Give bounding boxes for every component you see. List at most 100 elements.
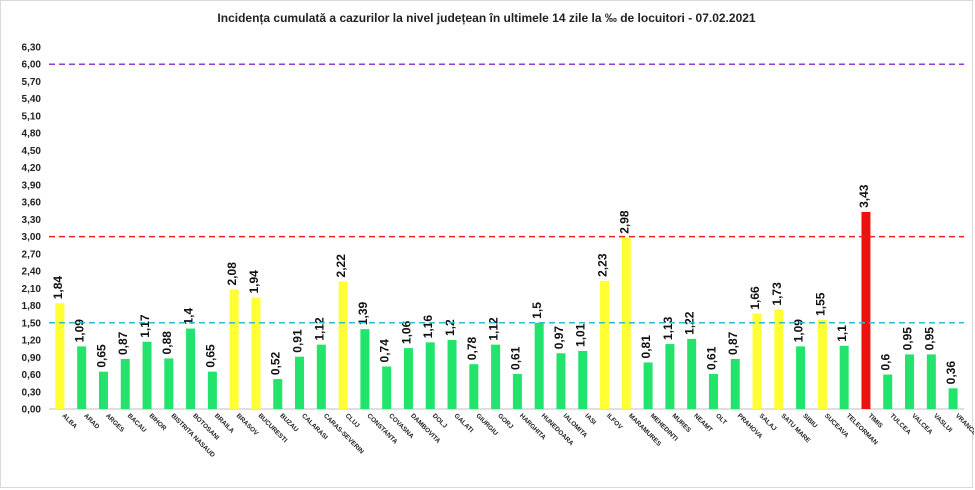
data-label: 1,06 xyxy=(399,320,413,344)
bar xyxy=(926,354,936,409)
x-tick-label: CARAS-SEVERIN xyxy=(322,412,365,455)
data-label: 1,09 xyxy=(73,319,87,343)
bar xyxy=(382,366,392,409)
data-label: 0,95 xyxy=(922,327,936,351)
bar xyxy=(251,297,261,409)
y-tick-label: 3,90 xyxy=(22,180,42,191)
y-tick-label: 3,60 xyxy=(22,198,42,209)
bar xyxy=(534,322,544,409)
bar xyxy=(55,303,65,409)
data-label: 0,65 xyxy=(94,344,108,368)
data-label: 1,94 xyxy=(247,270,261,294)
bar xyxy=(948,388,958,409)
x-tick-label: BIHOR xyxy=(148,412,168,432)
x-tick-label: BISTRITA NASAUD xyxy=(169,412,216,459)
y-tick-label: 0,00 xyxy=(22,405,42,416)
bar xyxy=(338,281,348,409)
y-tick-label: 5,40 xyxy=(22,94,42,105)
bar xyxy=(447,340,457,409)
x-tick-label: CLUJ xyxy=(344,412,361,429)
bar xyxy=(578,350,588,409)
data-label: 1,84 xyxy=(51,276,65,300)
data-label: 0,91 xyxy=(291,329,305,353)
data-label: 1,09 xyxy=(792,319,806,343)
y-tick-label: 3,30 xyxy=(22,215,42,226)
bar xyxy=(752,313,762,409)
bar xyxy=(295,356,305,409)
y-tick-label: 2,10 xyxy=(22,284,42,295)
x-tick-label: MURES xyxy=(670,412,692,434)
y-tick-label: 4,80 xyxy=(22,129,42,140)
x-tick-label: VALCEA xyxy=(910,412,934,436)
data-label: 1,1 xyxy=(835,325,849,342)
x-tick-label: VASLUI xyxy=(932,412,954,434)
data-label: 0,87 xyxy=(726,331,740,355)
data-label: 0,88 xyxy=(160,331,174,355)
y-tick-label: 0,90 xyxy=(22,353,42,364)
x-tick-label: NEAMT xyxy=(692,412,713,433)
data-label: 1,16 xyxy=(421,315,435,339)
data-label: 1,39 xyxy=(356,301,370,325)
bar xyxy=(491,344,501,409)
bar xyxy=(839,345,849,409)
data-label: 1,01 xyxy=(574,323,588,347)
x-tick-label: VRANCEA xyxy=(954,412,974,440)
x-tick-label: GALATI xyxy=(453,412,475,434)
y-tick-label: 5,70 xyxy=(22,77,42,88)
y-tick-label: 3,00 xyxy=(22,232,42,243)
bar xyxy=(98,371,108,409)
bar xyxy=(730,359,740,409)
data-label: 0,81 xyxy=(639,335,653,359)
y-tick-label: 1,20 xyxy=(22,336,42,347)
bar xyxy=(186,328,196,409)
data-label: 2,08 xyxy=(225,262,239,286)
x-tick-label: ALBA xyxy=(60,412,78,430)
y-tick-label: 1,80 xyxy=(22,301,42,312)
bar xyxy=(77,346,87,409)
x-tick-label: SIBIU xyxy=(801,412,818,429)
bar xyxy=(817,319,827,409)
x-tick-label: OLT xyxy=(714,412,728,426)
bar xyxy=(621,237,631,409)
y-tick-label: 2,70 xyxy=(22,249,42,260)
bar xyxy=(643,362,653,409)
x-tick-label: ILFOV xyxy=(605,412,624,431)
bar xyxy=(774,309,784,409)
data-label: 0,78 xyxy=(465,336,479,360)
x-tick-label: GORJ xyxy=(496,412,514,430)
bar xyxy=(556,353,566,409)
y-tick-label: 4,50 xyxy=(22,146,42,157)
bar xyxy=(469,364,479,409)
bar xyxy=(796,346,806,409)
data-label: 0,74 xyxy=(378,339,392,363)
data-label: 2,23 xyxy=(596,253,610,277)
x-tick-label: IASI xyxy=(583,412,597,426)
data-label: 0,36 xyxy=(944,361,958,385)
bar xyxy=(316,344,326,409)
bar xyxy=(273,379,283,409)
bar xyxy=(425,342,435,409)
data-label: 1,17 xyxy=(138,314,152,338)
x-tick-label: ARAD xyxy=(82,412,100,430)
y-tick-label: 6,30 xyxy=(22,43,42,54)
x-tick-label: SALAJ xyxy=(758,412,778,432)
data-label: 1,12 xyxy=(487,317,501,341)
bar xyxy=(360,329,370,409)
data-label: 3,43 xyxy=(857,184,871,208)
y-tick-label: 0,60 xyxy=(22,370,42,381)
data-label: 0,61 xyxy=(508,346,522,370)
y-tick-label: 6,00 xyxy=(22,60,42,71)
bar xyxy=(142,341,152,409)
data-label: 1,12 xyxy=(312,317,326,341)
bar xyxy=(708,373,718,409)
data-label: 1,66 xyxy=(748,286,762,310)
bar xyxy=(861,211,871,409)
chart-title: Incidența cumulată a cazurilor la nivel … xyxy=(217,11,756,25)
bar xyxy=(229,289,239,409)
y-tick-label: 0,30 xyxy=(22,387,42,398)
data-label: 2,22 xyxy=(334,254,348,278)
bar xyxy=(207,371,217,409)
bar xyxy=(883,374,893,409)
